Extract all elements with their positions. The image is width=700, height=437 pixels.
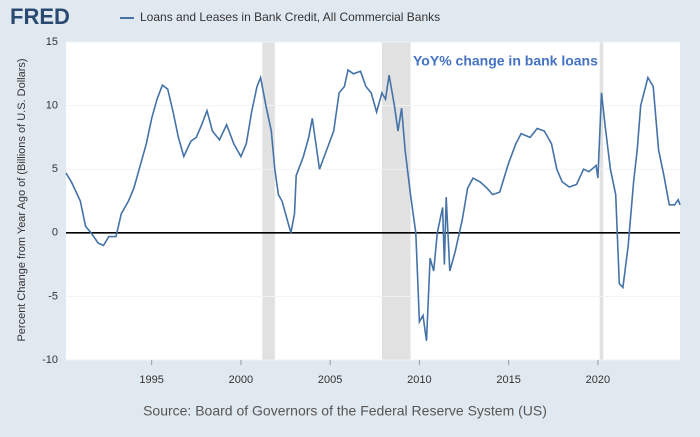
x-tick-label: 2015 [496,374,520,386]
plot-area [66,42,680,360]
y-tick-label: 10 [46,100,58,112]
recession-band [599,42,604,360]
logo: FRED [10,4,70,29]
annotation: YoY% change in bank loans [413,53,598,69]
y-tick-label: 0 [52,227,58,239]
series-line [65,68,681,342]
x-tick-label: 2010 [407,374,431,386]
y-tick-label: 15 [46,36,58,48]
y-axis-label: Percent Change from Year Ago of (Billion… [16,58,28,341]
y-tick-label: -5 [48,290,58,302]
x-tick-label: 2020 [586,374,610,386]
x-tick-label: 1995 [139,374,163,386]
source: Source: Board of Governors of the Federa… [143,403,547,419]
x-tick-label: 2005 [318,374,342,386]
recession-band [262,42,275,360]
y-tick-label: 5 [52,163,58,175]
y-label-group: Percent Change from Year Ago of (Billion… [16,58,28,341]
x-tick-label: 2000 [229,374,253,386]
legend-label: Loans and Leases in Bank Credit, All Com… [140,10,440,24]
y-tick-label: -10 [42,354,58,366]
